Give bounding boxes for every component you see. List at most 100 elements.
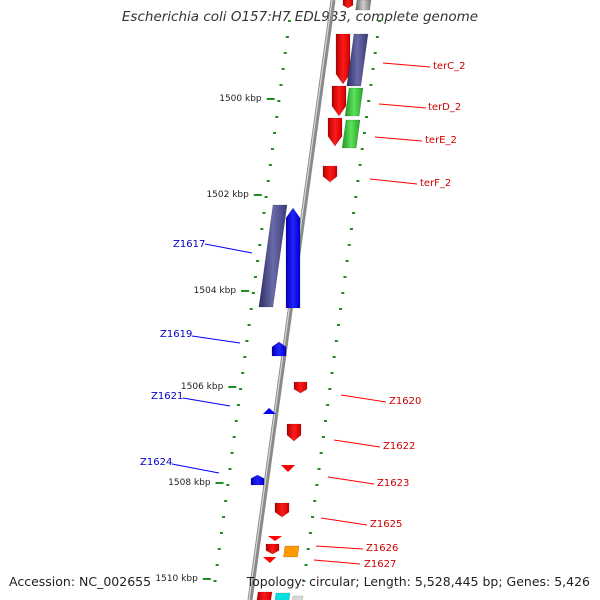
gene-arrow-Z1625 [274, 502, 290, 518]
scale-tick [217, 548, 221, 550]
leader-line [327, 476, 375, 485]
gene-arrow-terD_2 [331, 85, 347, 117]
gene-label-terE_2: terE_2 [425, 135, 457, 146]
gene-arrow-Z1624 [250, 474, 265, 486]
gene-arrow-Z1620 [293, 381, 308, 394]
scale-tick [239, 388, 243, 390]
scale-tick [283, 52, 287, 54]
scale-tick [213, 580, 217, 582]
leader-line [182, 397, 231, 407]
leader-line [171, 463, 220, 474]
scale-tick [334, 340, 338, 342]
scale-tick [336, 324, 340, 326]
scale-tick [326, 404, 330, 406]
gene-label-Z1625: Z1625 [370, 519, 402, 530]
scale-tick [258, 244, 262, 246]
gene-arrow-terC_2 [335, 33, 351, 85]
scale-ticks [202, 20, 381, 582]
scale-tick [228, 468, 232, 470]
scale-tick [306, 548, 310, 550]
major-tick [228, 386, 237, 388]
major-tick [241, 290, 250, 292]
scale-tick [262, 212, 266, 214]
leader-line [340, 394, 387, 403]
scale-tick [308, 532, 312, 534]
scale-tick [277, 100, 281, 102]
scale-tick [275, 116, 279, 118]
scale-tick [222, 516, 226, 518]
major-tick [253, 194, 262, 196]
scale-tick [302, 580, 306, 582]
scale-tick [279, 84, 283, 86]
topology-label: Topology: circular; Length: 5,528,445 bp… [246, 574, 590, 589]
leader-line [315, 545, 364, 550]
scale-tick [354, 196, 358, 198]
gene-arrow-Z1626 [265, 543, 280, 555]
gene-block-Z1617 [258, 204, 288, 308]
scale-tick [311, 516, 315, 518]
leader-line [369, 178, 418, 185]
scale-tick [230, 452, 234, 454]
scale-tick [362, 132, 366, 134]
scale-tick [288, 20, 291, 22]
scale-label: 1500 kbp [219, 94, 262, 104]
gene-arrow-Z1623 [281, 465, 295, 472]
gene-label-terF_2: terF_2 [420, 178, 451, 189]
scale-tick [347, 244, 351, 246]
gene-label-terC_2: terC_2 [433, 61, 466, 72]
scale-tick [317, 468, 321, 470]
scale-tick [373, 52, 377, 54]
scale-tick [358, 164, 362, 166]
scale-tick [281, 68, 285, 70]
scale-tick [360, 148, 364, 150]
major-tick [202, 578, 211, 580]
gene-label-Z1622: Z1622 [383, 441, 415, 452]
scale-tick [319, 452, 323, 454]
scale-tick [356, 180, 360, 182]
scale-tick [332, 356, 336, 358]
label-leaders [171, 62, 431, 565]
scale-tick [219, 532, 223, 534]
scale-tick [264, 196, 268, 198]
leader-line [320, 517, 368, 526]
gene-arrow-Z1622 [286, 423, 302, 442]
scale-tick [245, 340, 249, 342]
scale-label: 1504 kbp [194, 286, 237, 296]
scale-tick [369, 84, 373, 86]
scale-tick [226, 484, 230, 486]
gene-block [292, 595, 304, 600]
accession-label: Accession: NC_002655 [9, 574, 152, 589]
scale-tick [266, 180, 270, 182]
scale-tick [241, 372, 245, 374]
leader-line [313, 559, 361, 565]
scale-tick [270, 148, 274, 150]
scale-tick [304, 564, 308, 566]
gene-label-Z1621: Z1621 [151, 391, 183, 402]
scale-tick [224, 500, 228, 502]
gene-arrow-Z1619 [271, 341, 287, 357]
map-title: Escherichia coli O157:H7 EDL933, complet… [121, 9, 479, 25]
gene-arrow-Z1617 [285, 207, 301, 309]
scale-label: 1508 kbp [168, 478, 211, 488]
major-tick [215, 482, 224, 484]
scale-tick [285, 36, 289, 38]
scale-tick [253, 276, 257, 278]
gene-label-Z1624: Z1624 [140, 457, 172, 468]
major-tick [266, 98, 275, 100]
scale-tick [234, 420, 238, 422]
scale-tick [313, 500, 317, 502]
scale-tick [324, 420, 327, 422]
leader-line [191, 335, 241, 344]
scale-tick [260, 228, 264, 230]
gene-label-Z1626: Z1626 [366, 543, 398, 554]
gene-features [250, 0, 372, 600]
leader-line [378, 103, 427, 109]
gene-arrow-terF_2 [322, 165, 338, 183]
scale-tick [215, 564, 219, 566]
gene-arrow-terE_2 [327, 117, 343, 147]
scale-label: 1506 kbp [181, 382, 224, 392]
scale-tick [352, 212, 356, 214]
gene-arrow-Z1627 [263, 557, 276, 563]
gene-label-Z1619: Z1619 [160, 329, 192, 340]
